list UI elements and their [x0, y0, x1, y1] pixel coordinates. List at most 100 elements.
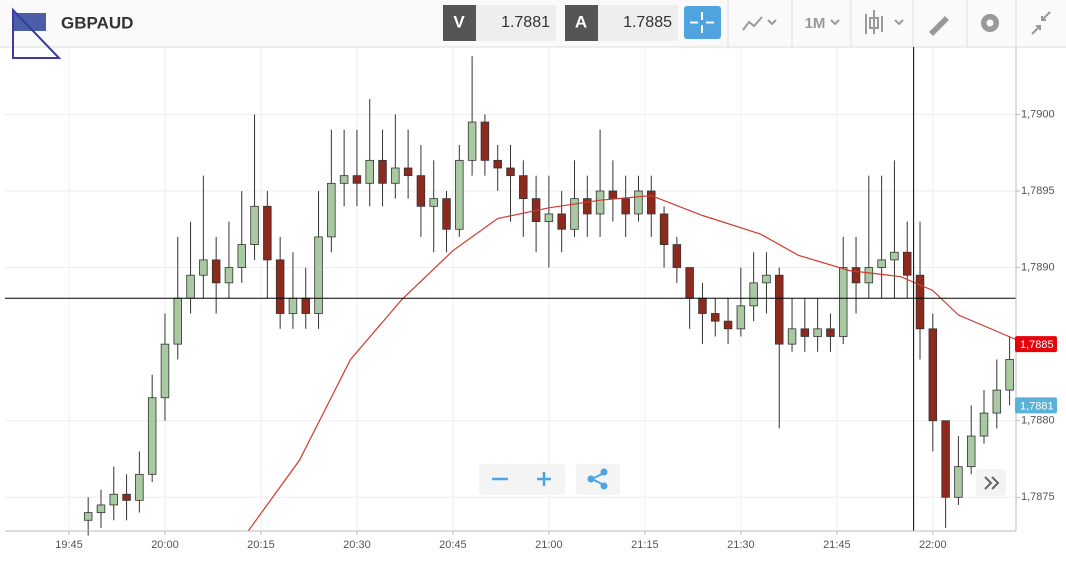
candle-body	[826, 328, 835, 337]
x-tick-label: 20:30	[343, 539, 371, 551]
candle-body	[275, 259, 285, 314]
collapse-button[interactable]	[1031, 11, 1051, 35]
x-tick-label: 22:00	[919, 539, 947, 551]
crosshair-icon	[690, 12, 714, 33]
candle-body	[224, 267, 234, 284]
candle-body	[301, 297, 310, 314]
candle-body	[122, 493, 131, 501]
candle-body	[941, 420, 950, 498]
candle-body	[583, 198, 592, 215]
candle-body	[890, 251, 899, 261]
candle-body	[813, 328, 822, 337]
candle-body	[775, 274, 784, 345]
candle-body	[467, 121, 477, 161]
y-tick-label: 1,7875	[1021, 491, 1055, 503]
candle-body	[455, 159, 464, 230]
candle-body	[723, 320, 733, 330]
share-dot	[600, 482, 608, 490]
x-tick-label: 21:45	[823, 539, 851, 551]
candle-caret	[894, 19, 904, 26]
candle-body	[147, 397, 157, 475]
x-tick-label: 21:15	[631, 539, 659, 551]
x-tick-label: 20:45	[439, 539, 467, 551]
timeframe-button[interactable]: 1M	[805, 15, 826, 32]
candle-body	[211, 259, 221, 284]
ask-label: A	[575, 12, 587, 31]
candle-body	[83, 512, 93, 521]
candle-body	[762, 274, 771, 284]
candle-body	[442, 198, 451, 230]
candle-body	[96, 504, 106, 514]
candle-body	[186, 274, 195, 299]
candle-body	[698, 297, 707, 314]
candle-body	[557, 213, 566, 230]
candle-body	[365, 159, 374, 184]
candle-body	[915, 274, 925, 330]
candle-body	[595, 190, 605, 215]
bid-price: 1.7881	[501, 14, 550, 31]
candle-body	[544, 213, 554, 223]
flag-icon	[14, 13, 46, 31]
candle-body	[327, 182, 336, 238]
ask-button[interactable]	[565, 5, 598, 41]
candle-body	[199, 259, 208, 276]
candle-body	[506, 167, 515, 177]
bid-button[interactable]	[443, 5, 476, 41]
crosshair-button[interactable]	[684, 6, 721, 39]
candle-body	[634, 190, 643, 215]
candle-body	[288, 297, 298, 314]
candle-body	[800, 328, 810, 337]
y-tick-label: 1,7895	[1021, 185, 1055, 197]
bid-label: V	[453, 12, 465, 31]
share-dot	[587, 475, 595, 483]
candle-body	[352, 175, 362, 184]
candle-body	[173, 297, 183, 345]
candle-body	[621, 198, 630, 215]
candle-body	[979, 412, 989, 437]
ask-price: 1.7885	[623, 14, 672, 31]
candle-body	[954, 466, 963, 498]
bid-box	[476, 5, 556, 41]
candle-body	[992, 389, 1002, 414]
symbol[interactable]: GBPAUD	[61, 13, 133, 32]
candle-body	[685, 267, 694, 299]
chart-type-button[interactable]	[742, 16, 777, 31]
candle-body	[902, 251, 912, 276]
zoom-group	[479, 464, 565, 495]
candle-body	[864, 267, 874, 284]
candle-body	[237, 244, 246, 268]
candle-body	[391, 167, 400, 184]
price-tag	[1015, 397, 1057, 414]
candle-body	[608, 190, 618, 200]
x-tick-label: 19:45	[55, 539, 83, 551]
x-tick-label: 20:15	[247, 539, 275, 551]
candle-body	[339, 175, 349, 184]
settings-hole	[986, 19, 994, 27]
candle-body	[403, 167, 413, 177]
candle-body	[160, 343, 170, 399]
scroll-end-icon	[984, 476, 1000, 490]
x-tick-label: 21:00	[535, 539, 563, 551]
candle-body	[493, 159, 502, 169]
candle-body	[736, 305, 746, 330]
price-tag	[1015, 336, 1057, 353]
x-tick-label: 21:30	[727, 539, 755, 551]
timeframe-caret	[830, 19, 840, 26]
price-tag-label: 1,7881	[1020, 400, 1054, 412]
share-button[interactable]	[576, 464, 620, 495]
candle-body	[378, 159, 387, 184]
y-tick-label: 1,7890	[1021, 261, 1055, 273]
candle-body	[1005, 359, 1014, 391]
zoom-in[interactable]	[537, 472, 551, 486]
candle-body	[429, 198, 438, 207]
candle-button[interactable]	[865, 10, 883, 34]
x-tick-label: 20:00	[151, 539, 179, 551]
draw-button[interactable]	[929, 16, 949, 36]
candle-body	[135, 473, 144, 501]
moving-average	[247, 194, 1017, 532]
candle-body	[647, 190, 656, 215]
candle-body	[519, 175, 528, 200]
candle-body	[711, 313, 720, 322]
candle-body	[480, 121, 490, 161]
